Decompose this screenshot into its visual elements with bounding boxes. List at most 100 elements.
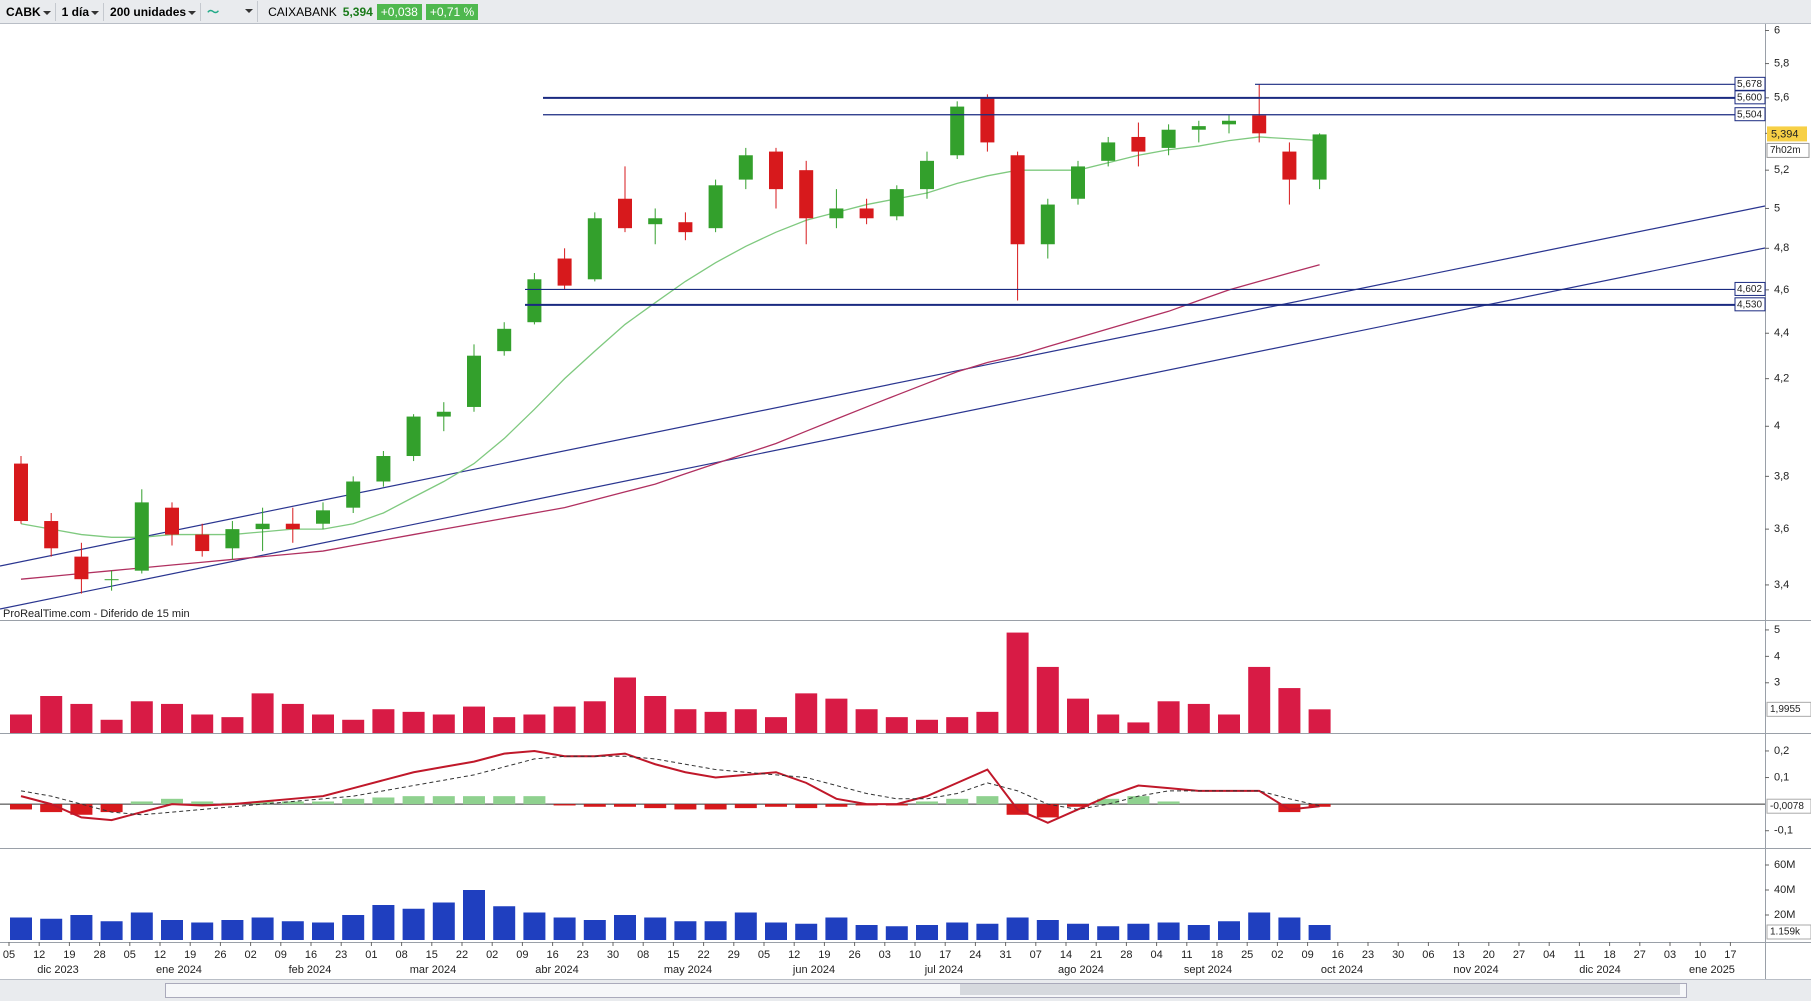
histogram-bar bbox=[372, 797, 395, 805]
histogram-bar bbox=[130, 801, 153, 805]
bar bbox=[493, 717, 516, 733]
x-month-label: may 2024 bbox=[664, 964, 712, 976]
x-day-label: 12 bbox=[788, 949, 800, 961]
x-day-label: 26 bbox=[848, 949, 860, 961]
source-note: ProRealTime.com - Diferido de 15 min bbox=[3, 608, 190, 620]
candle-body bbox=[316, 510, 330, 524]
histogram-bar bbox=[281, 801, 304, 805]
candle-body bbox=[225, 529, 240, 549]
bar bbox=[644, 917, 667, 940]
bar bbox=[100, 921, 123, 940]
bar bbox=[70, 703, 93, 733]
bar bbox=[1097, 926, 1120, 940]
bar bbox=[191, 922, 214, 940]
macd-line bbox=[20, 749, 1320, 824]
y-tick-label: 0,1 bbox=[1774, 771, 1789, 783]
candle-body bbox=[44, 521, 59, 549]
bar bbox=[191, 714, 214, 733]
bar bbox=[1067, 698, 1089, 733]
histogram-bar bbox=[432, 796, 455, 805]
histogram-bar bbox=[10, 804, 32, 810]
x-day-label: 30 bbox=[607, 949, 619, 961]
bar bbox=[10, 917, 32, 940]
x-day-label: 10 bbox=[909, 949, 921, 961]
x-month-label: feb 2024 bbox=[289, 964, 332, 976]
x-day-label: 17 bbox=[1724, 949, 1736, 961]
y-tick-label: 3,8 bbox=[1774, 470, 1789, 482]
bar bbox=[342, 719, 365, 733]
candle-body bbox=[1312, 134, 1327, 180]
trendline bbox=[0, 205, 1766, 567]
bar bbox=[704, 711, 727, 733]
x-day-label: 30 bbox=[1392, 949, 1404, 961]
x-day-label: 09 bbox=[275, 949, 287, 961]
x-day-label: 05 bbox=[3, 949, 15, 961]
bar bbox=[312, 714, 334, 733]
x-day-label: 31 bbox=[999, 949, 1011, 961]
x-month-label: mar 2024 bbox=[410, 964, 456, 976]
candle-body bbox=[165, 507, 179, 535]
candle-body bbox=[1252, 115, 1267, 134]
x-day-label: 17 bbox=[939, 949, 951, 961]
bar bbox=[1187, 925, 1210, 940]
bar bbox=[916, 719, 938, 733]
bar bbox=[855, 925, 878, 940]
bar bbox=[885, 926, 908, 940]
last-value-tag bbox=[1766, 798, 1811, 814]
bar bbox=[885, 717, 908, 733]
bar bbox=[825, 917, 848, 940]
y-tick-label: 5,2 bbox=[1774, 164, 1789, 176]
bar bbox=[1187, 703, 1210, 733]
x-day-label: 12 bbox=[33, 949, 45, 961]
x-day-label: 23 bbox=[335, 949, 347, 961]
panel-frame bbox=[0, 24, 1811, 979]
scroll-thumb[interactable] bbox=[960, 984, 1680, 995]
bar bbox=[553, 706, 576, 733]
indicator-button[interactable]: 〜 bbox=[201, 1, 259, 22]
histogram-bar bbox=[734, 804, 757, 809]
bar bbox=[583, 920, 606, 940]
histogram-bar bbox=[100, 804, 123, 813]
y-tick-label: 5,8 bbox=[1774, 57, 1789, 69]
bar bbox=[644, 696, 667, 733]
x-day-label: 24 bbox=[969, 949, 981, 961]
bar bbox=[523, 714, 546, 733]
y-tick-label: 4,4 bbox=[1774, 327, 1789, 339]
bar bbox=[1218, 921, 1240, 940]
y-tick-label: 4,2 bbox=[1774, 373, 1789, 385]
candle-body bbox=[527, 279, 542, 323]
candle-body bbox=[950, 106, 965, 156]
candle-body bbox=[1282, 151, 1297, 180]
countdown-tag bbox=[1766, 142, 1810, 158]
level-label: 5,678 bbox=[1737, 79, 1762, 90]
interval-select[interactable]: 1 día bbox=[56, 2, 105, 21]
candle-body bbox=[557, 258, 572, 286]
histogram-bar bbox=[583, 804, 606, 807]
bar bbox=[765, 922, 787, 940]
candle-body bbox=[587, 218, 602, 280]
countdown: 7h02m bbox=[1770, 145, 1801, 156]
bar bbox=[251, 917, 274, 940]
bar bbox=[1218, 714, 1240, 733]
bar bbox=[1036, 920, 1059, 940]
bar bbox=[10, 714, 32, 733]
symbol-select[interactable]: CABK bbox=[0, 2, 56, 21]
instrument-name: CAIXABANK bbox=[268, 4, 337, 19]
x-month-label: oct 2024 bbox=[1321, 964, 1363, 976]
x-day-label: 16 bbox=[305, 949, 317, 961]
x-day-label: 11 bbox=[1181, 949, 1192, 961]
candle-body bbox=[769, 151, 783, 190]
x-day-label: 14 bbox=[1060, 949, 1072, 961]
histogram-bar bbox=[402, 796, 425, 805]
last-value-label: 1,9955 bbox=[1770, 704, 1801, 715]
x-day-label: 26 bbox=[214, 949, 226, 961]
last-price-label: 5,394 bbox=[1771, 128, 1799, 140]
histogram-bar bbox=[825, 804, 848, 807]
candle-body bbox=[678, 222, 693, 233]
histogram-bar bbox=[916, 801, 938, 805]
y-tick-label: 0,2 bbox=[1774, 745, 1789, 757]
bar bbox=[100, 719, 123, 733]
y-tick-label: 3,4 bbox=[1774, 579, 1789, 591]
units-select[interactable]: 200 unidades bbox=[104, 2, 202, 21]
bar bbox=[825, 698, 848, 733]
